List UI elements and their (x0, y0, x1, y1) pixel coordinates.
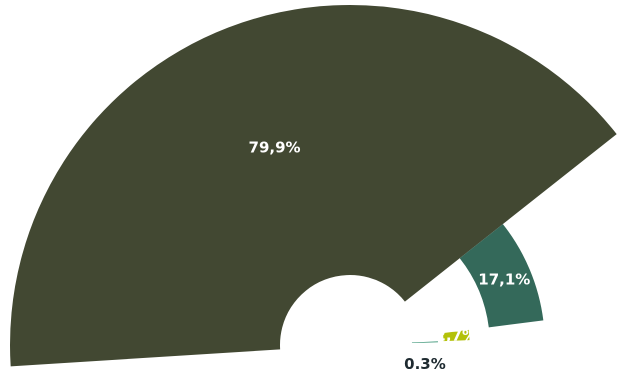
pie-labels: 79,9% 17,1% 2,7% 0.3% (249, 139, 531, 372)
pie-slice-3 (411, 341, 438, 344)
slice-label-0: 79,9% (249, 139, 301, 157)
slice-label-2: 2,7% (435, 327, 477, 345)
pie-slice-2 (442, 329, 470, 342)
pie-slice-0 (10, 4, 617, 367)
pie-slices (10, 4, 617, 367)
pie-slice-1 (459, 224, 544, 328)
slice-label-3: 0.3% (404, 355, 446, 372)
slice-label-1: 17,1% (478, 271, 530, 289)
